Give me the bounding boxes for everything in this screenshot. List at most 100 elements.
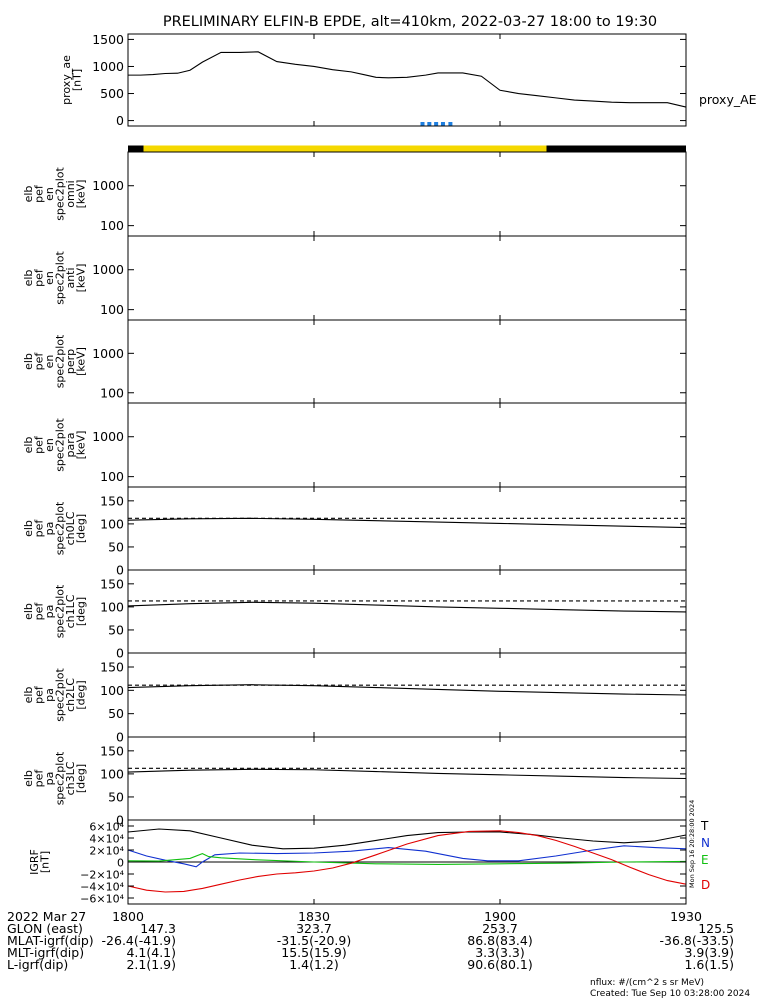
- igrf-E-series: [127, 853, 687, 865]
- footer-value: 86.8(83.4): [467, 933, 532, 948]
- footer-value: 323.7: [296, 921, 332, 936]
- y-axis-label-line: elb: [22, 603, 35, 620]
- y-axis-label-line: elb: [22, 353, 35, 370]
- y-tick-label: 50: [108, 706, 124, 721]
- footer-value: 4.1(4.1): [126, 945, 176, 960]
- panel-frame: [127, 736, 687, 821]
- y-tick-label: 0: [116, 113, 124, 128]
- y-tick-label: 1000: [92, 178, 124, 193]
- y-tick-label: 50: [108, 622, 124, 637]
- y-tick-label: 1000: [92, 429, 124, 444]
- y-axis-label-line: [deg]: [75, 680, 88, 709]
- y-axis-label-line: en: [43, 271, 56, 285]
- y-axis-label-line: spec2plot: [54, 501, 67, 555]
- footer-value: 1.4(1.2): [289, 957, 339, 972]
- footer-row-label: GLON (east): [7, 921, 83, 936]
- panel-frame: [127, 319, 687, 404]
- footer-value: -31.5(-20.9): [277, 933, 351, 948]
- y-tick-label: 2×10⁴: [89, 845, 124, 858]
- created-side-stamp: Mon Sep 16 20:28:00 2024: [688, 800, 696, 888]
- y-axis-label-line: pef: [33, 685, 46, 704]
- science-zone-mark: [427, 122, 432, 126]
- y-tick-label: 100: [100, 302, 124, 317]
- y-tick-label: 1500: [92, 32, 124, 47]
- footer-value: 1930: [670, 909, 702, 924]
- footer-value: 125.5: [698, 921, 734, 936]
- y-axis-label-line: proxy_ae: [60, 55, 73, 105]
- proxy-ae-side-label: proxy_AE: [699, 92, 757, 107]
- y-axis-label-line: ch0LC: [64, 511, 77, 545]
- footer-value: 1.6(1.5): [684, 957, 734, 972]
- footer-value: 253.7: [482, 921, 518, 936]
- y-axis-label-line: elb: [22, 437, 35, 454]
- y-axis-label-line: spec2plot: [54, 334, 67, 388]
- footer-value: 90.6(80.1): [467, 957, 532, 972]
- science-zone-mark: [434, 122, 439, 126]
- y-tick-label: 50: [108, 789, 124, 804]
- igrf-N-series: [127, 845, 687, 868]
- y-tick-label: −2×10⁴: [80, 869, 124, 882]
- footer-value: 3.3(3.3): [475, 945, 525, 960]
- y-tick-label: 100: [100, 385, 124, 400]
- panel-frame: [127, 652, 687, 738]
- y-axis-label-line: [deg]: [75, 597, 88, 626]
- y-axis-label-line: ch1LC: [64, 594, 77, 628]
- y-axis-label-line: elb: [22, 687, 35, 704]
- panel-proxy_ae: proxy_AE 1500 1000 500 0 proxy_ae[nT]: [60, 32, 757, 152]
- footer-value: -26.4(-41.9): [102, 933, 176, 948]
- panel-frame: [127, 569, 687, 654]
- legend-E: E: [701, 853, 709, 867]
- y-axis-label-line: [deg]: [75, 514, 88, 543]
- panel-frame: [127, 235, 687, 321]
- science-zone-mark: [440, 122, 445, 126]
- y-axis-label-line: spec2plot: [54, 584, 67, 638]
- y-axis-label-line: pa: [43, 522, 56, 536]
- y-tick-label: 150: [100, 660, 124, 675]
- proxy-ae-series: [128, 51, 687, 108]
- y-axis-label-line: pa: [43, 688, 56, 702]
- y-axis-label-line: [keV]: [75, 180, 88, 209]
- footer-row-label: 2022 Mar 27: [7, 909, 86, 924]
- y-axis-label-line: elb: [22, 520, 35, 537]
- y-axis-label-line: spec2plot: [54, 751, 67, 805]
- y-axis-label-line: en: [43, 187, 56, 201]
- y-axis-label-line: pef: [33, 352, 46, 371]
- loss-cone-solid: [127, 684, 687, 696]
- y-axis-label-line: para: [64, 433, 77, 458]
- y-axis-label-line: IGRF: [28, 849, 41, 875]
- footer-row-label: MLAT-igrf(dip): [7, 933, 94, 948]
- y-tick-label: −6×10⁴: [80, 893, 124, 906]
- science-zone-mark: [448, 122, 453, 126]
- footer-value: 147.3: [140, 921, 176, 936]
- y-axis-label-line: pef: [33, 769, 46, 788]
- y-axis-label-line: elb: [22, 270, 35, 287]
- y-tick-label: 500: [100, 86, 124, 101]
- footer-value: 2.1(1.9): [126, 957, 176, 972]
- science-zone-mark: [420, 122, 425, 126]
- y-axis-label-line: pa: [43, 772, 56, 786]
- y-tick-label: 150: [100, 743, 124, 758]
- y-axis-label-line: pef: [33, 602, 46, 621]
- y-axis-label-line: [keV]: [75, 431, 88, 460]
- y-tick-label: 4×10⁴: [89, 833, 124, 846]
- y-axis-label-line: spec2plot: [54, 167, 67, 221]
- y-tick-label: 6×10⁴: [89, 821, 124, 834]
- panel-frame: [127, 486, 687, 571]
- legend-N: N: [701, 836, 710, 850]
- loss-cone-solid: [127, 601, 687, 613]
- y-axis-label-line: ch3LC: [64, 761, 77, 795]
- footer-value: 1830: [298, 909, 330, 924]
- footer-row-label: MLT-igrf(dip): [7, 945, 84, 960]
- ephemeris-footer: 2022 Mar 27 1800 1830 1900 1930 GLON (east) 14…: [7, 909, 734, 972]
- footer-value: 3.9(3.9): [684, 945, 734, 960]
- y-tick-label: 1000: [92, 346, 124, 361]
- y-axis-label-line: perp: [64, 349, 77, 374]
- y-axis-label-line: omni: [64, 180, 77, 207]
- y-tick-label: 100: [100, 599, 124, 614]
- panel-frame: [127, 402, 687, 488]
